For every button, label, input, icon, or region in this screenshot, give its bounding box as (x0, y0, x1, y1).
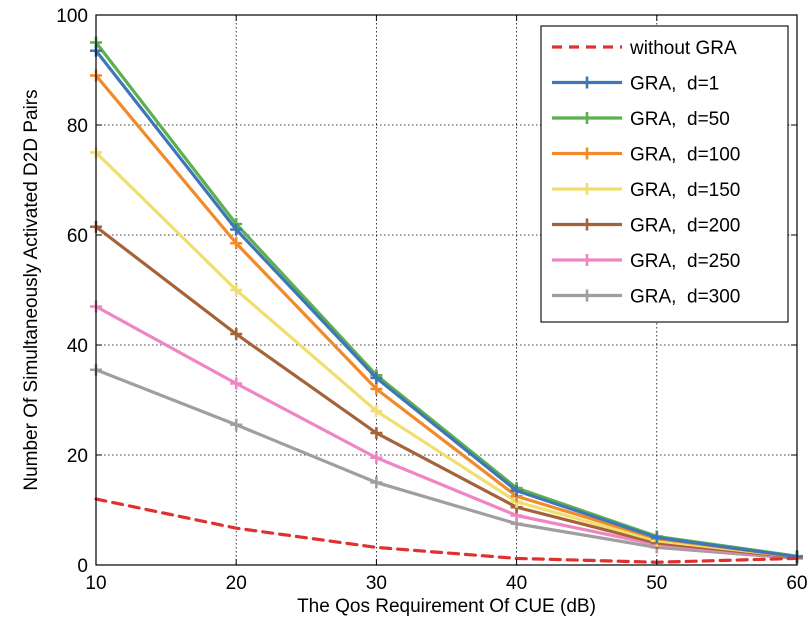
y-tick-label: 0 (77, 556, 88, 577)
legend: without GRA GRA, d=1 GRA, d=50 GRA, d=100 GR… (540, 25, 789, 323)
legend-label: GRA, d=100 (630, 145, 740, 166)
legend-label: without GRA (629, 38, 737, 59)
y-tick-label: 80 (67, 116, 88, 137)
data-point-marker (230, 418, 243, 431)
x-axis-label: The Qos Requirement Of CUE (dB) (297, 596, 596, 617)
x-tick-label: 30 (366, 573, 387, 594)
data-point-marker (370, 476, 383, 489)
x-tick-label: 10 (85, 573, 106, 594)
data-point-marker (370, 372, 383, 384)
legend-marker (581, 183, 593, 195)
y-axis-label: Number Of Simultaneously Activated D2D P… (21, 89, 42, 490)
data-point-marker (370, 383, 383, 395)
legend-label: GRA, d=150 (630, 180, 740, 201)
data-point-marker (230, 237, 243, 250)
legend-label: GRA, d=250 (630, 251, 740, 272)
x-tick-label: 60 (786, 573, 807, 594)
data-point-marker (370, 405, 383, 417)
data-point-marker (230, 284, 243, 296)
x-tick-label: 20 (226, 573, 247, 594)
legend-marker (581, 147, 593, 160)
data-point-marker (650, 531, 663, 544)
data-point-marker (230, 377, 243, 390)
legend-label: GRA, d=1 (630, 74, 719, 95)
data-point-marker (370, 427, 383, 439)
data-point-marker (370, 451, 383, 464)
series-line (94, 49, 799, 559)
data-point-marker (230, 328, 243, 340)
axis-ticks: 10 20 30 40 50 60 0 20 40 60 80 100 (56, 6, 807, 594)
x-tick-label: 40 (506, 573, 527, 594)
y-tick-label: 40 (67, 336, 88, 357)
series-line (94, 225, 799, 559)
series-line (94, 368, 799, 561)
legend-marker (581, 76, 593, 89)
y-tick-label: 100 (56, 6, 88, 27)
series-0 (94, 497, 799, 564)
legend-label: GRA, d=200 (630, 216, 740, 237)
plot-frame (95, 14, 798, 566)
series-line (94, 497, 799, 564)
legend-box (540, 25, 789, 323)
y-tick-label: 60 (67, 226, 88, 247)
y-tick-label: 20 (67, 446, 88, 467)
legend-marker (581, 112, 593, 124)
legend-label: GRA, d=300 (630, 287, 740, 308)
data-point-marker (230, 223, 243, 236)
legend-marker (581, 254, 593, 266)
legend-marker (581, 289, 593, 302)
x-tick-label: 50 (646, 573, 667, 594)
legend-label: GRA, d=50 (630, 109, 730, 130)
data-point-marker (510, 484, 523, 497)
series-line (94, 150, 799, 559)
legend-marker (581, 218, 593, 231)
